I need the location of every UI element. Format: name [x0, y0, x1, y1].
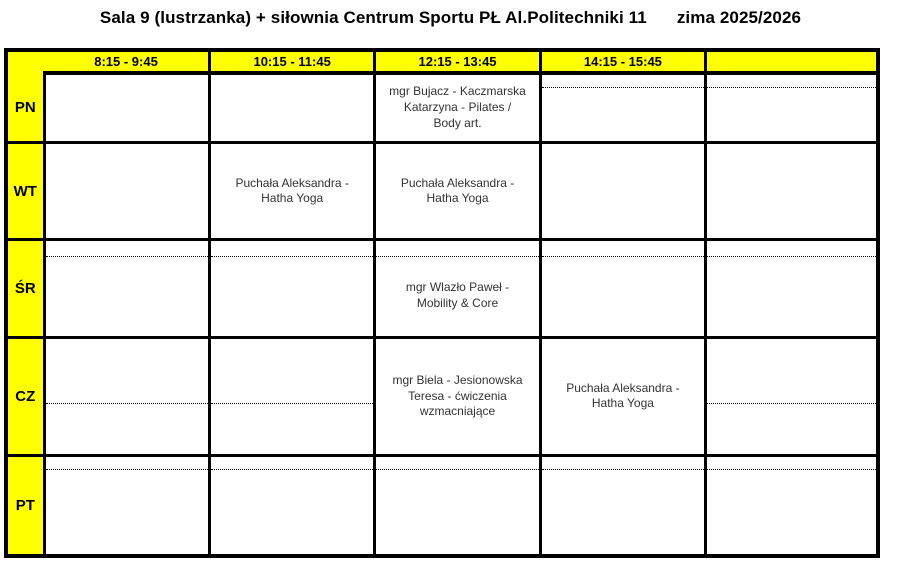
slot-divider-dotted [541, 469, 705, 471]
cell-cz-1215: mgr Biela - Jesionowska Teresa - ćwiczen… [373, 335, 542, 458]
cell-sr-1015 [207, 238, 377, 339]
cell-sr-1215: mgr Wlazło Paweł - Mobility & Core [373, 238, 542, 339]
row-sr: ŚR mgr Wlazło Paweł - Mobility & Core [4, 238, 880, 339]
title-room: Sala 9 (lustrzanka) + siłownia Centrum S… [99, 8, 647, 27]
slot-divider-dotted [541, 86, 705, 88]
cell-cz-1415: Puchała Aleksandra - Hatha Yoga [538, 335, 708, 458]
slot-divider-dotted [210, 256, 374, 258]
slot-divider-dotted [210, 402, 374, 404]
cell-sr-1415 [538, 238, 708, 339]
cell-pn-0815 [42, 70, 211, 145]
day-label-wt: WT [4, 141, 46, 242]
cell-pn-1215: mgr Bujacz - Kaczmarska Katarzyna - Pila… [373, 70, 542, 145]
time-header-extra [704, 48, 880, 75]
slot-divider-dotted [210, 469, 374, 471]
slot-divider-dotted [376, 256, 539, 258]
slot-divider-dotted [45, 256, 208, 258]
page-title: Sala 9 (lustrzanka) + siłownia Centrum S… [0, 8, 901, 28]
cell-pn-1415 [538, 70, 708, 145]
slot-divider-dotted [707, 469, 876, 471]
cell-sr-extra [704, 238, 880, 339]
corner-cell [3, 48, 45, 73]
day-label-sr: ŚR [4, 238, 46, 339]
day-label-pt: PT [4, 454, 46, 558]
cell-pt-1015 [207, 454, 377, 558]
cell-wt-0815 [42, 141, 211, 242]
cell-wt-1015: Puchała Aleksandra - Hatha Yoga [207, 141, 377, 242]
slot-divider-dotted [376, 469, 539, 471]
slot-divider-dotted [707, 402, 876, 404]
cell-pt-1215 [373, 454, 542, 558]
slot-divider-dotted [707, 256, 876, 258]
time-header-1215: 12:15 - 13:45 [373, 48, 542, 75]
row-pt: PT [4, 454, 880, 558]
time-header-0815: 8:15 - 9:45 [44, 48, 211, 75]
timetable: 8:15 - 9:45 10:15 - 11:45 12:15 - 13:45 … [3, 48, 880, 558]
time-header-1415: 14:15 - 15:45 [538, 48, 708, 75]
day-label-cz: CZ [4, 335, 46, 458]
cell-cz-extra [704, 335, 880, 458]
cell-wt-1215: Puchała Aleksandra - Hatha Yoga [373, 141, 542, 242]
row-pn: PN mgr Bujacz - Kaczmarska Katarzyna - P… [4, 70, 880, 145]
cell-pn-1015 [207, 70, 377, 145]
row-cz: CZ mgr Biela - Jesionowska Teresa - ćwic… [4, 335, 880, 458]
slot-divider-dotted [45, 469, 208, 471]
cell-pn-extra [704, 70, 880, 145]
day-label-pn: PN [4, 72, 46, 145]
cell-sr-0815 [42, 238, 211, 339]
slot-divider-dotted [707, 86, 876, 88]
cell-pt-1415 [538, 454, 708, 558]
cell-pt-extra [704, 454, 880, 558]
row-wt: WT Puchała Aleksandra - Hatha Yoga Pucha… [4, 141, 880, 242]
time-header-1015: 10:15 - 11:45 [207, 48, 377, 75]
cell-cz-0815 [42, 335, 211, 458]
cell-wt-1415 [538, 141, 708, 242]
cell-cz-1015 [207, 335, 377, 458]
cell-wt-extra [704, 141, 880, 242]
title-season: zima 2025/2026 [676, 8, 802, 27]
slot-divider-dotted [45, 402, 208, 404]
header-row: 8:15 - 9:45 10:15 - 11:45 12:15 - 13:45 … [3, 48, 880, 75]
cell-pt-0815 [42, 454, 211, 558]
slot-divider-dotted [541, 256, 705, 258]
